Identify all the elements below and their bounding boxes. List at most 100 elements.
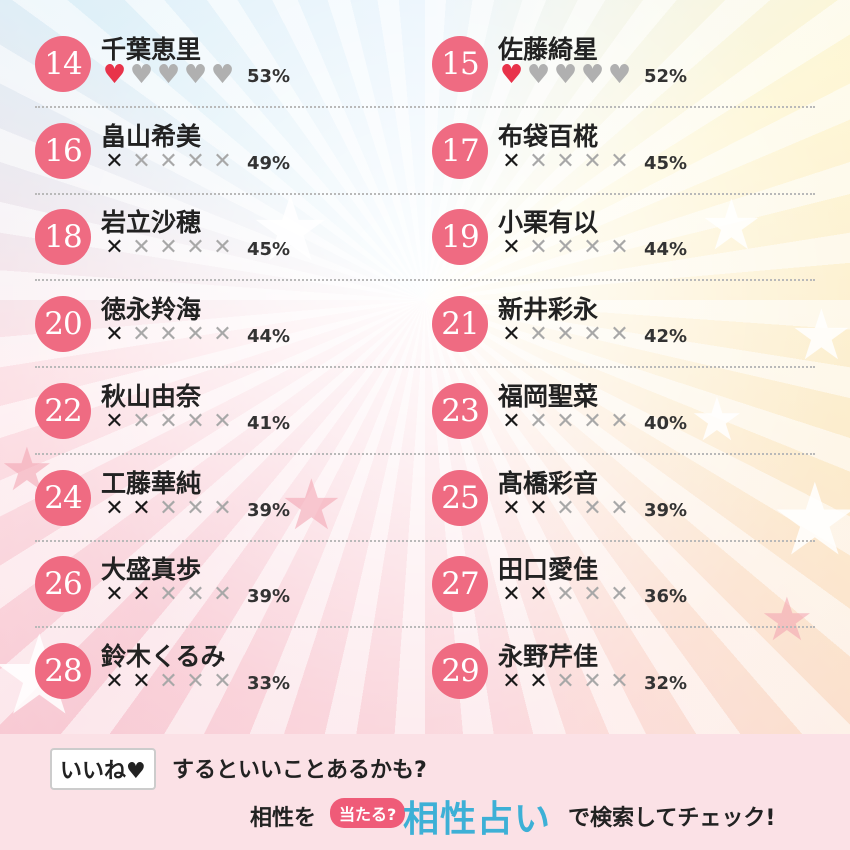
rank-badge: 17 bbox=[432, 122, 488, 179]
cross-icon: ✕ bbox=[186, 495, 205, 521]
score-icons: ✕ ✕ ✕ ✕ ✕ bbox=[101, 582, 236, 608]
score-icons: ✕ ✕ ✕ ✕ ✕ bbox=[101, 496, 236, 522]
separator bbox=[35, 106, 815, 108]
cross-icon: ✕ bbox=[213, 582, 232, 608]
percent: 32% bbox=[644, 672, 688, 694]
percent: 41% bbox=[247, 412, 291, 434]
cross-icon: ✕ bbox=[502, 495, 521, 521]
cross-icon: ✕ bbox=[583, 148, 602, 174]
star-decoration: ★ bbox=[770, 461, 850, 578]
rank-badge: 18 bbox=[35, 209, 91, 266]
rank-badge: 28 bbox=[35, 642, 91, 699]
cross-icon: ✕ bbox=[556, 668, 575, 694]
cross-icon: ✕ bbox=[213, 235, 232, 261]
footer: いいね♥ するといいことあるかも? 相性を 当たる? 相性占い で検索してチェッ… bbox=[0, 734, 850, 850]
heart-icon: ♥ bbox=[183, 60, 208, 90]
cross-icon: ✕ bbox=[502, 582, 521, 608]
cross-icon: ✕ bbox=[529, 668, 548, 694]
cross-icon: ✕ bbox=[610, 408, 629, 434]
ranking-row: 23 福岡聖菜 ✕ ✕ ✕ ✕ ✕ 40% bbox=[432, 375, 812, 455]
percent: 49% bbox=[247, 152, 291, 174]
ranking-row: 18 岩立沙穂 ✕ ✕ ✕ ✕ ✕ 45% bbox=[35, 201, 415, 281]
member-name: 岩立沙穂 bbox=[101, 208, 202, 238]
member-name: 大盛真歩 bbox=[101, 555, 202, 585]
cross-icon: ✕ bbox=[159, 408, 178, 434]
rank-badge: 25 bbox=[432, 469, 488, 526]
ranking-row: 19 小栗有以 ✕ ✕ ✕ ✕ ✕ 44% bbox=[432, 201, 812, 281]
star-decoration: ★ bbox=[790, 294, 850, 376]
cross-icon: ✕ bbox=[213, 322, 232, 348]
cross-icon: ✕ bbox=[556, 582, 575, 608]
rank-badge: 24 bbox=[35, 469, 91, 526]
cross-icon: ✕ bbox=[132, 495, 151, 521]
ranking-row: 22 秋山由奈 ✕ ✕ ✕ ✕ ✕ 41% bbox=[35, 375, 415, 455]
cross-icon: ✕ bbox=[132, 582, 151, 608]
member-name: 千葉恵里 bbox=[101, 35, 202, 64]
rank-badge: 23 bbox=[432, 382, 488, 439]
ranking-row: 20 徳永羚海 ✕ ✕ ✕ ✕ ✕ 44% bbox=[35, 288, 415, 368]
cross-icon: ✕ bbox=[529, 495, 548, 521]
member-name: 小栗有以 bbox=[498, 208, 599, 238]
heart-icon: ♥ bbox=[129, 60, 154, 90]
percent: 39% bbox=[644, 499, 688, 521]
score-icons: ✕ ✕ ✕ ✕ ✕ bbox=[101, 149, 236, 175]
separator bbox=[35, 192, 815, 195]
member-name: 髙橋彩音 bbox=[498, 468, 599, 498]
rank-badge: 21 bbox=[432, 296, 488, 353]
member-name: 佐藤綺星 bbox=[498, 35, 599, 64]
like-badge: いいね♥ bbox=[50, 748, 156, 790]
cross-icon: ✕ bbox=[556, 495, 575, 521]
percent: 39% bbox=[247, 586, 291, 608]
cross-icon: ✕ bbox=[529, 235, 548, 261]
cross-icon: ✕ bbox=[583, 495, 602, 521]
footer-text: 相性を bbox=[250, 806, 317, 831]
cross-icon: ✕ bbox=[610, 148, 629, 174]
cross-icon: ✕ bbox=[213, 408, 232, 434]
cross-icon: ✕ bbox=[186, 582, 205, 608]
cross-icon: ✕ bbox=[132, 322, 151, 348]
score-icons: ✕ ✕ ✕ ✕ ✕ bbox=[498, 322, 633, 348]
percent: 40% bbox=[644, 412, 688, 434]
cross-icon: ✕ bbox=[529, 408, 548, 434]
cross-icon: ✕ bbox=[556, 148, 575, 174]
cross-icon: ✕ bbox=[556, 235, 575, 261]
heart-icon: ♥ bbox=[499, 60, 524, 90]
ranking-row: 14 千葉恵里 ♥ ♥ ♥ ♥ ♥ 53% bbox=[35, 28, 415, 108]
cross-icon: ✕ bbox=[105, 408, 124, 434]
cross-icon: ✕ bbox=[105, 582, 124, 608]
cross-icon: ✕ bbox=[529, 148, 548, 174]
cross-icon: ✕ bbox=[159, 322, 178, 348]
rank-badge: 15 bbox=[432, 36, 488, 92]
separator bbox=[35, 366, 815, 369]
cross-icon: ✕ bbox=[105, 495, 124, 521]
ranking-row: 16 畠山希美 ✕ ✕ ✕ ✕ ✕ 49% bbox=[35, 115, 415, 195]
ranking-row: 29 永野芹佳 ✕ ✕ ✕ ✕ ✕ 32% bbox=[432, 635, 812, 715]
cross-icon: ✕ bbox=[186, 235, 205, 261]
member-name: 徳永羚海 bbox=[101, 295, 202, 325]
star-decoration: ★ bbox=[690, 385, 744, 455]
cross-icon: ✕ bbox=[159, 668, 178, 694]
cross-icon: ✕ bbox=[132, 408, 151, 434]
cross-icon: ✕ bbox=[529, 582, 548, 608]
cross-icon: ✕ bbox=[159, 148, 178, 174]
member-name: 布袋百椛 bbox=[498, 121, 599, 151]
cross-icon: ✕ bbox=[583, 408, 602, 434]
percent: 45% bbox=[644, 152, 688, 174]
heart-icon: ♥ bbox=[102, 60, 127, 90]
score-icons: ✕ ✕ ✕ ✕ ✕ bbox=[498, 409, 633, 435]
cross-icon: ✕ bbox=[583, 235, 602, 261]
score-icons: ✕ ✕ ✕ ✕ ✕ bbox=[101, 235, 236, 261]
percent: 33% bbox=[247, 672, 291, 694]
score-icons: ✕ ✕ ✕ ✕ ✕ bbox=[498, 582, 633, 608]
cross-icon: ✕ bbox=[159, 235, 178, 261]
cross-icon: ✕ bbox=[186, 408, 205, 434]
member-name: 福岡聖菜 bbox=[498, 381, 599, 411]
heart-icon: ♥ bbox=[580, 60, 605, 90]
cross-icon: ✕ bbox=[583, 668, 602, 694]
score-icons: ✕ ✕ ✕ ✕ ✕ bbox=[498, 235, 633, 261]
separator bbox=[35, 452, 815, 455]
cross-icon: ✕ bbox=[186, 148, 205, 174]
rank-badge: 20 bbox=[35, 296, 91, 353]
member-name: 工藤華純 bbox=[101, 468, 202, 498]
cross-icon: ✕ bbox=[105, 668, 124, 694]
